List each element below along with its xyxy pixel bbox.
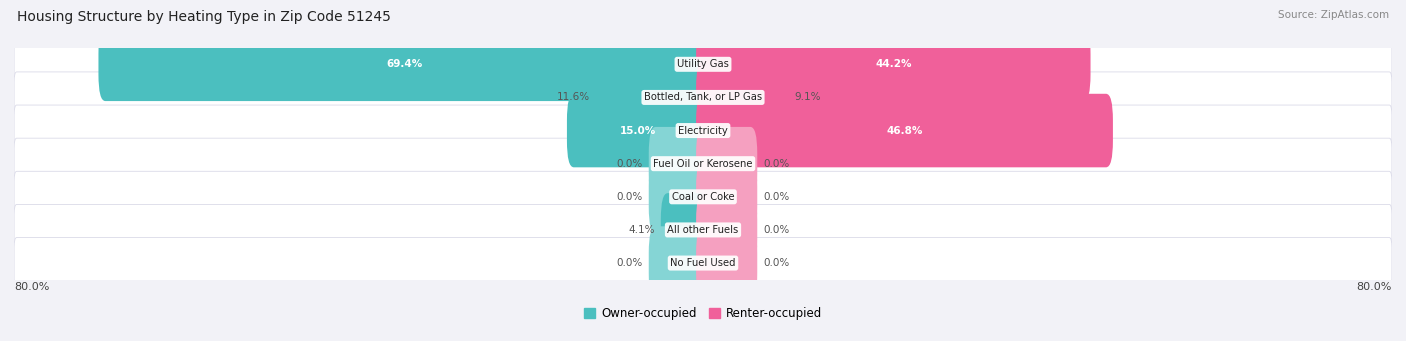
FancyBboxPatch shape (696, 127, 758, 201)
Text: 0.0%: 0.0% (763, 225, 790, 235)
Text: 46.8%: 46.8% (886, 125, 922, 136)
Text: 11.6%: 11.6% (557, 92, 591, 102)
Legend: Owner-occupied, Renter-occupied: Owner-occupied, Renter-occupied (579, 302, 827, 325)
Text: 44.2%: 44.2% (875, 59, 911, 69)
Text: 15.0%: 15.0% (620, 125, 657, 136)
Text: Electricity: Electricity (678, 125, 728, 136)
Text: 9.1%: 9.1% (794, 92, 821, 102)
FancyBboxPatch shape (696, 94, 1114, 167)
Text: 0.0%: 0.0% (616, 258, 643, 268)
Text: Source: ZipAtlas.com: Source: ZipAtlas.com (1278, 10, 1389, 20)
Text: 0.0%: 0.0% (616, 159, 643, 169)
FancyBboxPatch shape (696, 193, 758, 267)
Text: 0.0%: 0.0% (616, 192, 643, 202)
FancyBboxPatch shape (648, 127, 710, 201)
Text: 80.0%: 80.0% (14, 282, 49, 292)
FancyBboxPatch shape (696, 28, 1091, 101)
FancyBboxPatch shape (648, 160, 710, 234)
Text: 0.0%: 0.0% (763, 192, 790, 202)
FancyBboxPatch shape (661, 193, 710, 267)
FancyBboxPatch shape (14, 204, 1392, 255)
FancyBboxPatch shape (696, 226, 758, 300)
Text: 80.0%: 80.0% (1357, 282, 1392, 292)
Text: 0.0%: 0.0% (763, 258, 790, 268)
FancyBboxPatch shape (14, 39, 1392, 90)
Text: Coal or Coke: Coal or Coke (672, 192, 734, 202)
Text: 4.1%: 4.1% (628, 225, 655, 235)
Text: Housing Structure by Heating Type in Zip Code 51245: Housing Structure by Heating Type in Zip… (17, 10, 391, 24)
Text: 69.4%: 69.4% (387, 59, 422, 69)
Text: All other Fuels: All other Fuels (668, 225, 738, 235)
FancyBboxPatch shape (14, 171, 1392, 222)
FancyBboxPatch shape (14, 72, 1392, 123)
Text: No Fuel Used: No Fuel Used (671, 258, 735, 268)
FancyBboxPatch shape (696, 61, 789, 134)
Text: 0.0%: 0.0% (763, 159, 790, 169)
FancyBboxPatch shape (596, 61, 710, 134)
FancyBboxPatch shape (696, 160, 758, 234)
FancyBboxPatch shape (14, 105, 1392, 156)
FancyBboxPatch shape (648, 226, 710, 300)
Text: Utility Gas: Utility Gas (678, 59, 728, 69)
FancyBboxPatch shape (14, 238, 1392, 288)
FancyBboxPatch shape (98, 28, 710, 101)
FancyBboxPatch shape (14, 138, 1392, 189)
Text: Fuel Oil or Kerosene: Fuel Oil or Kerosene (654, 159, 752, 169)
Text: Bottled, Tank, or LP Gas: Bottled, Tank, or LP Gas (644, 92, 762, 102)
FancyBboxPatch shape (567, 94, 710, 167)
